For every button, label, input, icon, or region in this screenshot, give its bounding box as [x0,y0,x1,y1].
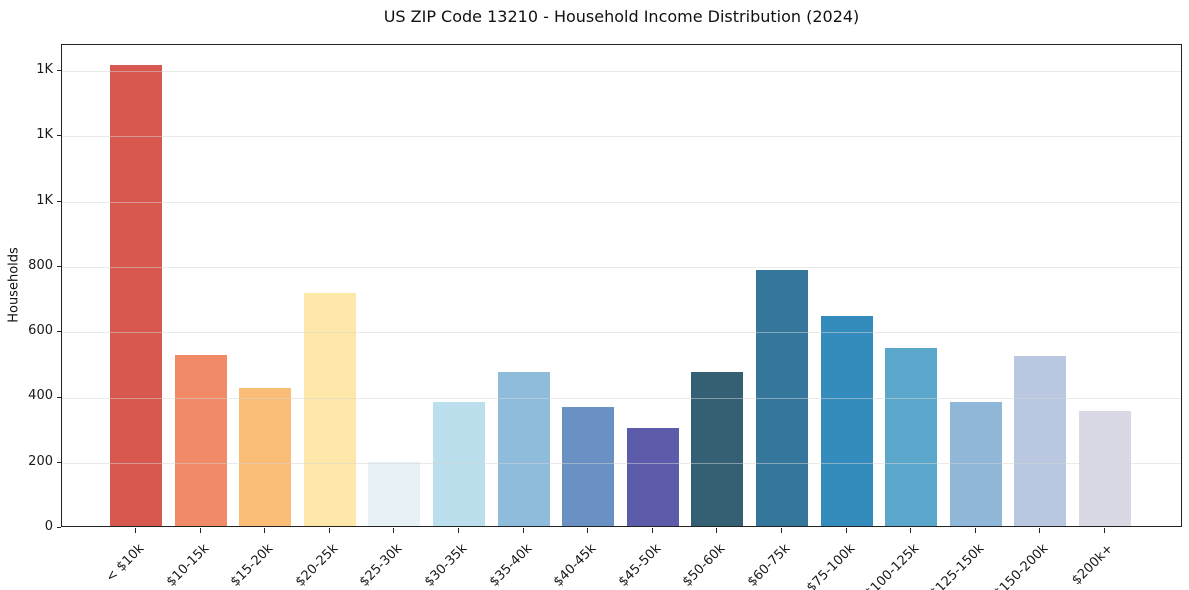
x-tick-mark [845,528,847,533]
x-tick-mark [458,528,459,533]
y-tick-label: 1K [36,127,53,143]
bar-35-40k [497,371,550,526]
y-tick-mark [57,331,61,333]
x-tick-label: $35-40k [486,541,535,590]
x-tick-label: $10-15k [163,541,212,590]
x-tick-label: $50-60k [680,541,729,590]
gridline-y-400 [62,397,1181,399]
x-tick-mark [1039,528,1041,533]
y-tick-label: 600 [28,323,53,339]
y-tick-mark [57,396,61,398]
gridline-y-600 [62,332,1181,334]
y-tick-label: 800 [28,257,53,273]
bar-75-100k [820,316,873,526]
bar-40-45k [562,407,615,526]
bar-30-35k [433,402,485,526]
gridline-y-1400 [62,71,1181,73]
bar-100-125k [885,347,938,526]
y-tick-mark [57,461,61,463]
x-tick-mark [587,528,589,533]
bar-10-15k [174,355,227,526]
x-tick-mark [522,528,524,533]
y-tick-mark [57,200,61,202]
y-tick-mark [57,135,61,137]
x-tick-mark [781,528,782,533]
x-tick-label: $150-200k [991,541,1052,590]
plot-area [61,44,1182,527]
x-tick-label: $30-35k [421,541,471,590]
chart-title: US ZIP Code 13210 - Household Income Dis… [383,7,860,26]
y-tick-label: 1K [36,62,53,78]
bar-15-20k [239,387,292,526]
x-tick-label: $40-45k [550,541,600,590]
bar-20-25k [303,292,356,526]
x-tick-mark [974,528,976,533]
y-tick-label: 400 [28,388,53,404]
x-tick-label: $45-50k [615,541,665,590]
x-tick-label: $15-20k [227,541,277,590]
x-tick-mark [910,528,912,533]
bar-10k [110,65,162,526]
x-tick-label: $25-30k [357,541,406,590]
x-tick-label: < $10k [103,541,148,586]
bar-200k [1079,410,1131,526]
x-tick-label: $20-25k [292,541,342,590]
bar-150-200k [1014,355,1067,526]
x-tick-mark [199,528,201,533]
y-tick-label: 0 [44,519,53,534]
y-tick-mark [57,265,61,267]
gridline-y-1200 [62,136,1181,138]
x-tick-mark [264,528,266,533]
x-tick-mark [651,528,653,533]
x-tick-label: $75-100k [803,541,858,590]
bar-45-50k [626,428,679,526]
bar-25-30k [368,462,421,526]
bar-50-60k [691,371,744,526]
x-tick-mark [135,528,136,533]
x-tick-label: $100-125k [862,541,923,590]
y-tick-mark [57,70,61,72]
gridline-y-200 [62,462,1181,464]
x-tick-mark [328,528,330,533]
x-tick-label: $60-75k [744,541,794,590]
x-tick-mark [1104,528,1105,533]
x-tick-mark [716,528,718,533]
y-tick-mark [57,527,61,528]
bar-125-150k [949,402,1002,526]
x-tick-label: $125-150k [926,541,988,590]
gridline-y-1000 [62,201,1181,203]
x-tick-label: $200k+ [1069,541,1117,589]
x-tick-mark [393,528,395,533]
y-tick-label: 1K [36,192,53,208]
y-tick-label: 200 [28,453,53,469]
gridline-y-800 [62,266,1181,268]
